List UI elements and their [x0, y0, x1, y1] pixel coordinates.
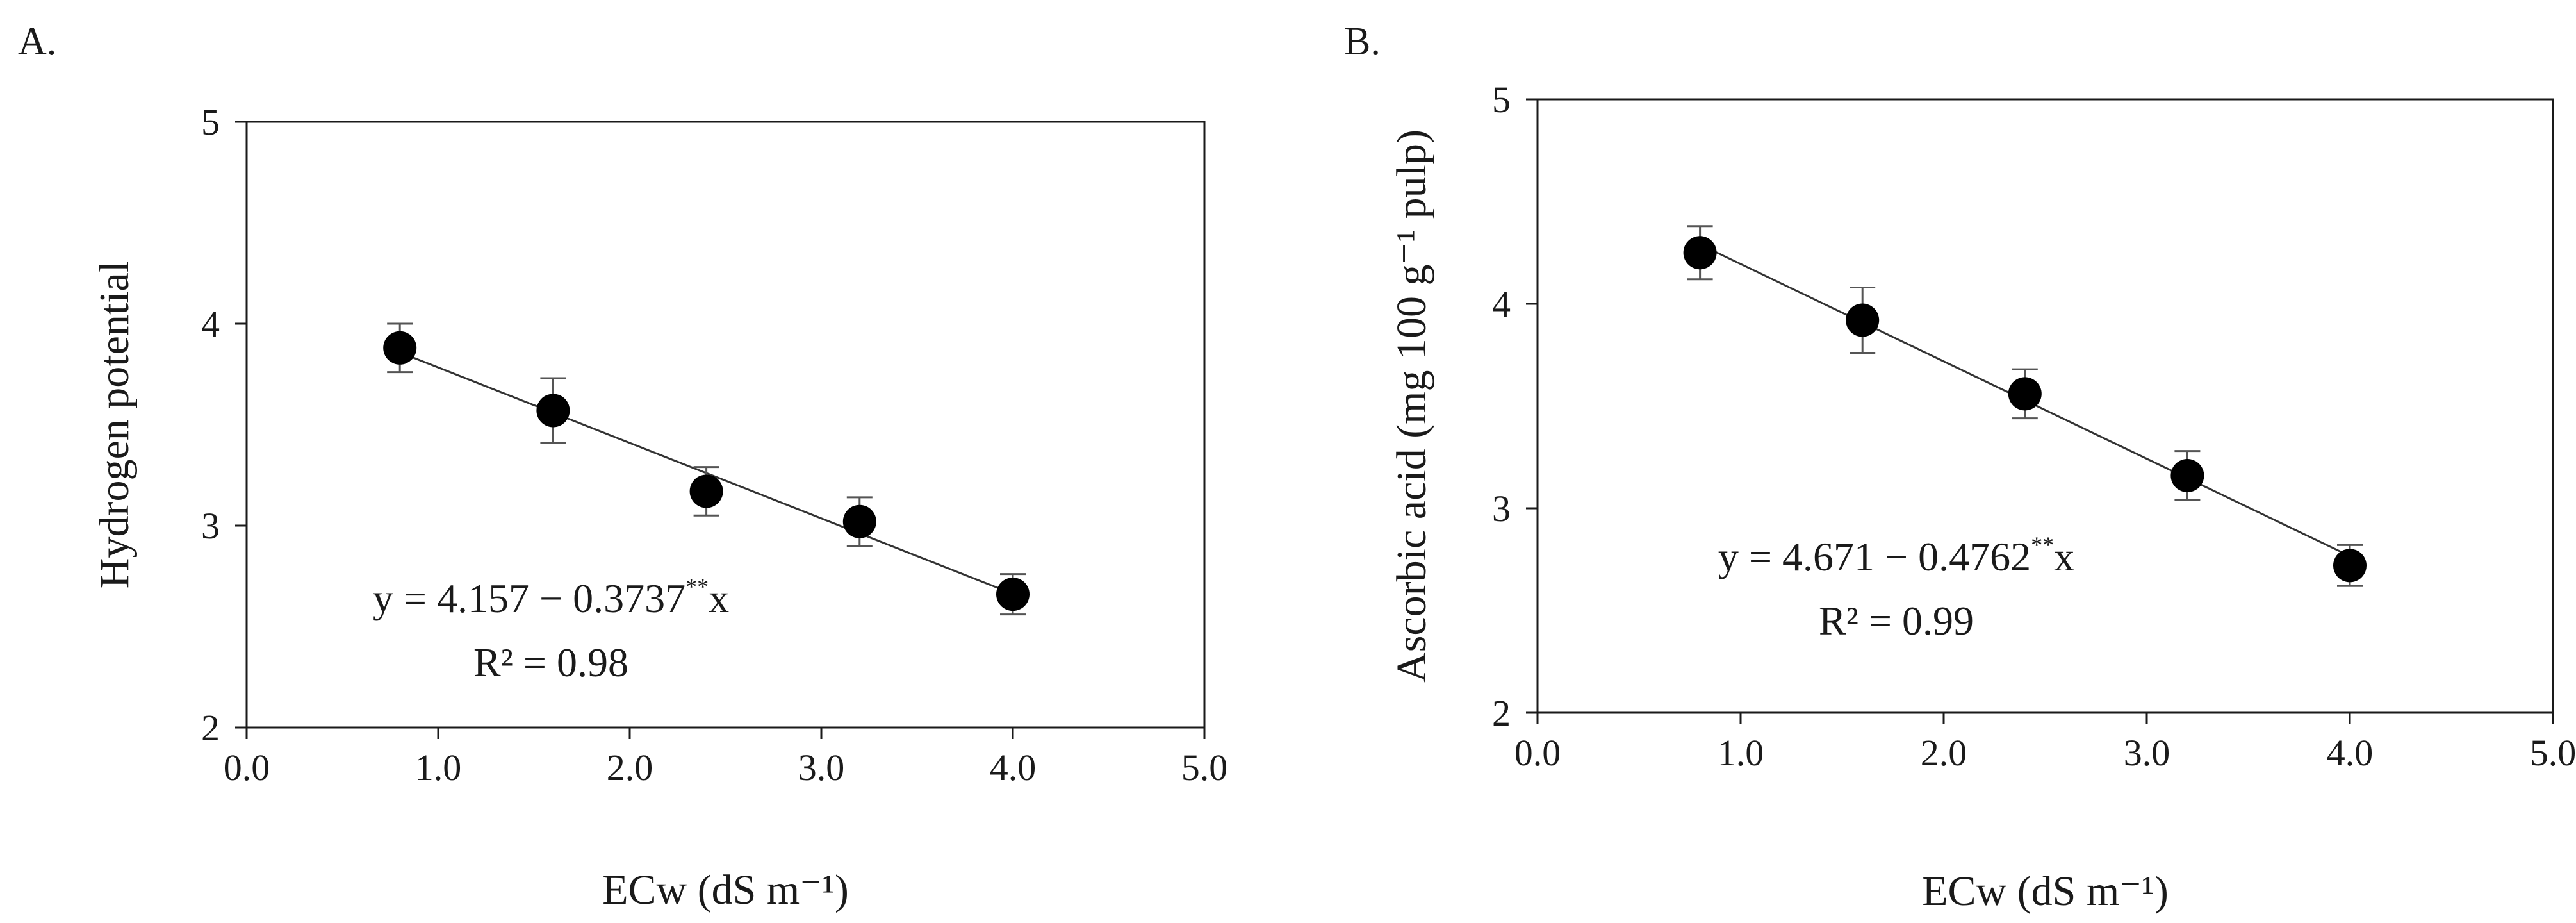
- y-tick-label: 5: [1492, 79, 1511, 121]
- data-point: [996, 578, 1030, 611]
- plot-frame: [1536, 98, 2554, 714]
- chart-panel-0: A. 0.0 1.0 2.0 3.0 4.0 5.0 2 3 4 5 ECw (dS m⁻¹) Hydr…: [18, 20, 1227, 913]
- x-tick-label: 5.0: [1181, 747, 1228, 788]
- x-axis-title: ECw (dS m⁻¹): [602, 867, 849, 913]
- data-point: [383, 331, 417, 365]
- y-axis-title: Ascorbic acid (mg 100 g⁻¹ pulp): [1388, 129, 1435, 683]
- data-point: [2008, 377, 2042, 411]
- y-tick-label: 2: [1492, 692, 1511, 734]
- data-point: [689, 474, 723, 508]
- y-tick-label: 3: [1492, 488, 1511, 529]
- x-tick-label: 1.0: [1718, 732, 1764, 774]
- x-tick-label: 3.0: [798, 747, 845, 788]
- x-tick-label: 2.0: [607, 747, 653, 788]
- x-tick-label: 0.0: [224, 747, 270, 788]
- regression-equation: y = 4.671 − 0.4762**x: [1718, 532, 2074, 579]
- x-tick-label: 4.0: [2327, 732, 2374, 774]
- panel-label: B.: [1344, 20, 1381, 63]
- chart-panel-1: B. 0.0 1.0 2.0 3.0 4.0 5.0 2 3 4 5 ECw (dS m⁻¹) Asco…: [1344, 20, 2576, 915]
- x-tick-label: 1.0: [415, 747, 462, 788]
- x-tick-label: 3.0: [2124, 732, 2170, 774]
- y-tick-label: 4: [1492, 283, 1511, 325]
- plot-frame: [245, 121, 1206, 729]
- y-tick-label: 4: [201, 303, 220, 345]
- y-tick-label: 5: [201, 101, 220, 143]
- data-point: [2170, 458, 2204, 492]
- data-point: [1683, 236, 1717, 270]
- data-point: [2333, 549, 2367, 583]
- data-point: [842, 504, 876, 538]
- x-tick-label: 2.0: [1921, 732, 1967, 774]
- data-point: [1846, 303, 1880, 337]
- data-point: [536, 394, 570, 428]
- r-squared-label: R² = 0.99: [1819, 598, 1974, 644]
- x-tick-label: 4.0: [990, 747, 1037, 788]
- y-tick-label: 3: [201, 505, 220, 547]
- regression-equation: y = 4.157 − 0.3737**x: [373, 574, 729, 621]
- y-tick-label: 2: [201, 707, 220, 749]
- y-axis-title: Hydrogen potential: [91, 261, 138, 588]
- r-squared-label: R² = 0.98: [473, 640, 628, 685]
- x-tick-label: 5.0: [2530, 732, 2576, 774]
- panel-label: A.: [18, 20, 56, 63]
- x-tick-label: 0.0: [1514, 732, 1561, 774]
- x-axis-title: ECw (dS m⁻¹): [1922, 868, 2169, 915]
